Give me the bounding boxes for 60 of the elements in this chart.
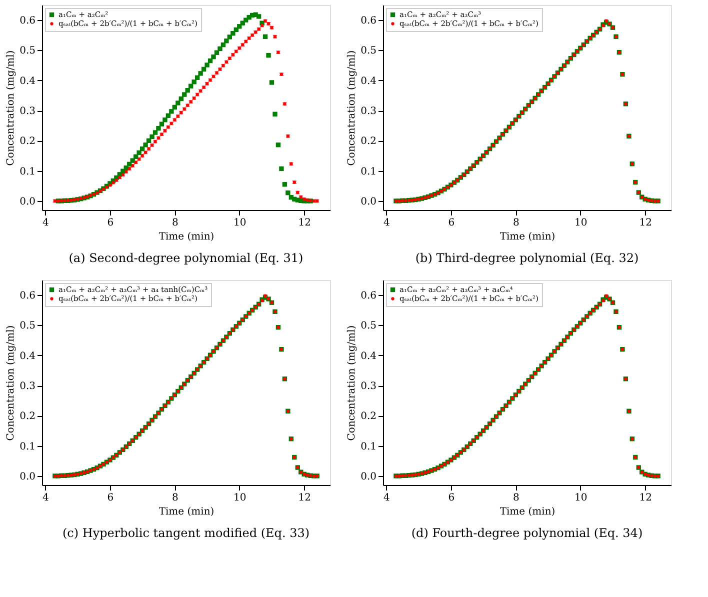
x-tick-label: 8: [172, 492, 178, 504]
y-tick-label: 0.0: [360, 196, 376, 208]
y-axis-title: Concentration (mg/ml): [6, 325, 17, 441]
y-tick-label: 0.4: [360, 350, 376, 362]
x-tick-label: 12: [298, 492, 311, 504]
x-tick-label: 10: [574, 492, 588, 504]
text: (a) Second-degree polynomial (Eq. 31): [68, 251, 304, 265]
x-tick-label: 6: [107, 218, 114, 228]
x-axis-title: Time (min): [500, 506, 556, 518]
y-tick-label: 0.1: [360, 441, 376, 452]
y-tick-label: 0.0: [20, 471, 36, 482]
x-tick-label: 10: [234, 218, 246, 228]
x-tick-label: 6: [107, 492, 114, 504]
x-tick-label: 4: [384, 492, 390, 504]
x-axis-title: Time (min): [500, 232, 556, 242]
x-tick-label: 12: [639, 492, 652, 504]
x-tick-label: 12: [298, 218, 311, 228]
y-axis-title: Concentration (mg/ml): [6, 50, 17, 166]
y-tick-label: 0.5: [360, 46, 376, 57]
y-tick-label: 0.3: [360, 106, 376, 118]
x-tick-label: 10: [234, 492, 246, 504]
y-tick-label: 0.5: [20, 46, 36, 57]
x-tick-label: 8: [512, 492, 520, 504]
x-tick-label: 8: [172, 218, 178, 228]
x-tick-label: 10: [574, 218, 588, 228]
x-tick-label: 12: [639, 218, 652, 228]
x-tick-label: 4: [42, 492, 49, 504]
y-tick-label: 0.0: [20, 196, 36, 208]
x-tick-label: 4: [42, 218, 49, 228]
x-tick-label: 4: [384, 218, 390, 228]
x-axis-title: Time (min): [158, 232, 214, 242]
y-tick-label: 0.6: [360, 16, 376, 27]
x-tick-label: 8: [512, 218, 520, 228]
y-axis-title: Concentration (mg/ml): [346, 50, 358, 166]
text: (d) Fourth-degree polynomial (Eq. 34): [411, 526, 643, 540]
y-tick-label: 0.3: [20, 381, 36, 392]
y-tick-label: 0.6: [20, 16, 36, 27]
y-tick-label: 0.1: [20, 441, 36, 452]
y-tick-label: 0.2: [20, 411, 36, 422]
x-axis-title: Time (min): [158, 506, 214, 518]
y-tick-label: 0.2: [360, 136, 376, 148]
text: (b) Third-degree polynomial (Eq. 32): [415, 251, 639, 265]
y-tick-label: 0.3: [20, 106, 36, 118]
y-tick-label: 0.2: [20, 136, 36, 148]
y-tick-label: 0.4: [20, 76, 36, 87]
y-tick-label: 0.4: [20, 350, 36, 362]
x-tick-label: 6: [448, 492, 455, 504]
y-tick-label: 0.4: [360, 76, 376, 87]
y-tick-label: 0.5: [20, 320, 36, 332]
y-axis-title: Concentration (mg/ml): [346, 325, 358, 441]
y-tick-label: 0.6: [20, 290, 36, 302]
text: (c) Hyperbolic tangent modified (Eq. 33): [62, 526, 310, 540]
y-tick-label: 0.1: [20, 166, 36, 178]
x-tick-label: 6: [448, 218, 455, 228]
y-tick-label: 0.2: [360, 411, 376, 422]
y-tick-label: 0.5: [360, 320, 376, 332]
y-tick-label: 0.1: [360, 166, 376, 178]
y-tick-label: 0.6: [360, 290, 376, 302]
y-tick-label: 0.0: [360, 471, 376, 482]
y-tick-label: 0.3: [360, 381, 376, 392]
